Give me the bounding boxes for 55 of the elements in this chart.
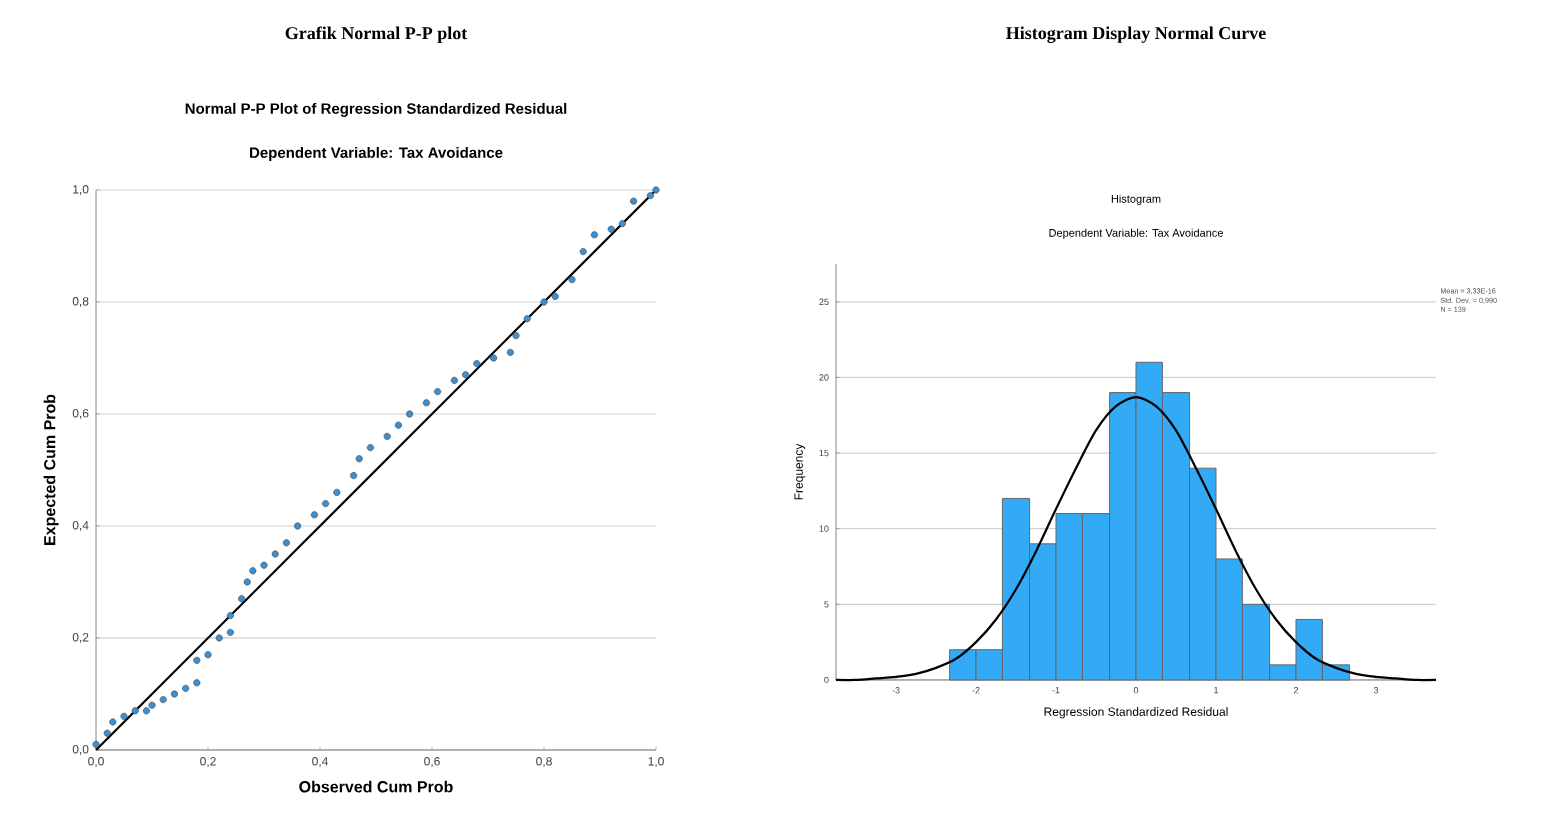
point xyxy=(193,656,201,664)
point xyxy=(551,292,559,300)
point xyxy=(249,567,257,575)
point xyxy=(355,455,363,463)
point xyxy=(120,712,128,720)
point xyxy=(109,718,117,726)
point xyxy=(215,634,223,642)
point xyxy=(406,410,414,418)
point xyxy=(260,561,268,569)
point xyxy=(607,225,615,233)
point xyxy=(366,444,374,452)
point xyxy=(271,550,279,558)
point xyxy=(450,376,458,384)
point xyxy=(473,360,481,368)
point xyxy=(568,276,576,284)
point xyxy=(322,500,330,508)
point xyxy=(226,612,234,620)
point xyxy=(422,399,430,407)
point xyxy=(652,186,660,194)
point xyxy=(310,511,318,519)
point xyxy=(394,421,402,429)
point xyxy=(282,539,290,547)
point xyxy=(523,315,531,323)
point xyxy=(490,354,498,362)
point xyxy=(590,231,598,239)
point xyxy=(159,696,167,704)
point xyxy=(182,684,190,692)
point xyxy=(148,701,156,709)
point xyxy=(506,348,514,356)
point xyxy=(193,679,201,687)
point xyxy=(92,740,100,748)
point xyxy=(540,298,548,306)
point xyxy=(512,332,520,340)
y-axis-title: Expected Cum Prob xyxy=(43,394,59,545)
point xyxy=(294,522,302,530)
point xyxy=(630,197,638,205)
point xyxy=(226,628,234,636)
x-axis-title: Observed Cum Prob xyxy=(299,780,453,793)
point xyxy=(350,472,358,480)
point xyxy=(103,729,111,737)
point xyxy=(333,488,341,496)
text: Histogram Display Normal Curve xyxy=(1006,26,1266,43)
point xyxy=(243,578,251,586)
point xyxy=(462,371,470,379)
point xyxy=(170,690,178,698)
point xyxy=(434,388,442,396)
point xyxy=(204,651,212,659)
point xyxy=(238,595,246,603)
point xyxy=(131,707,139,715)
text: Grafik Normal P-P plot xyxy=(285,26,468,43)
point xyxy=(579,248,587,256)
point xyxy=(646,192,654,200)
point xyxy=(142,707,150,715)
point xyxy=(383,432,391,440)
point xyxy=(618,220,626,228)
